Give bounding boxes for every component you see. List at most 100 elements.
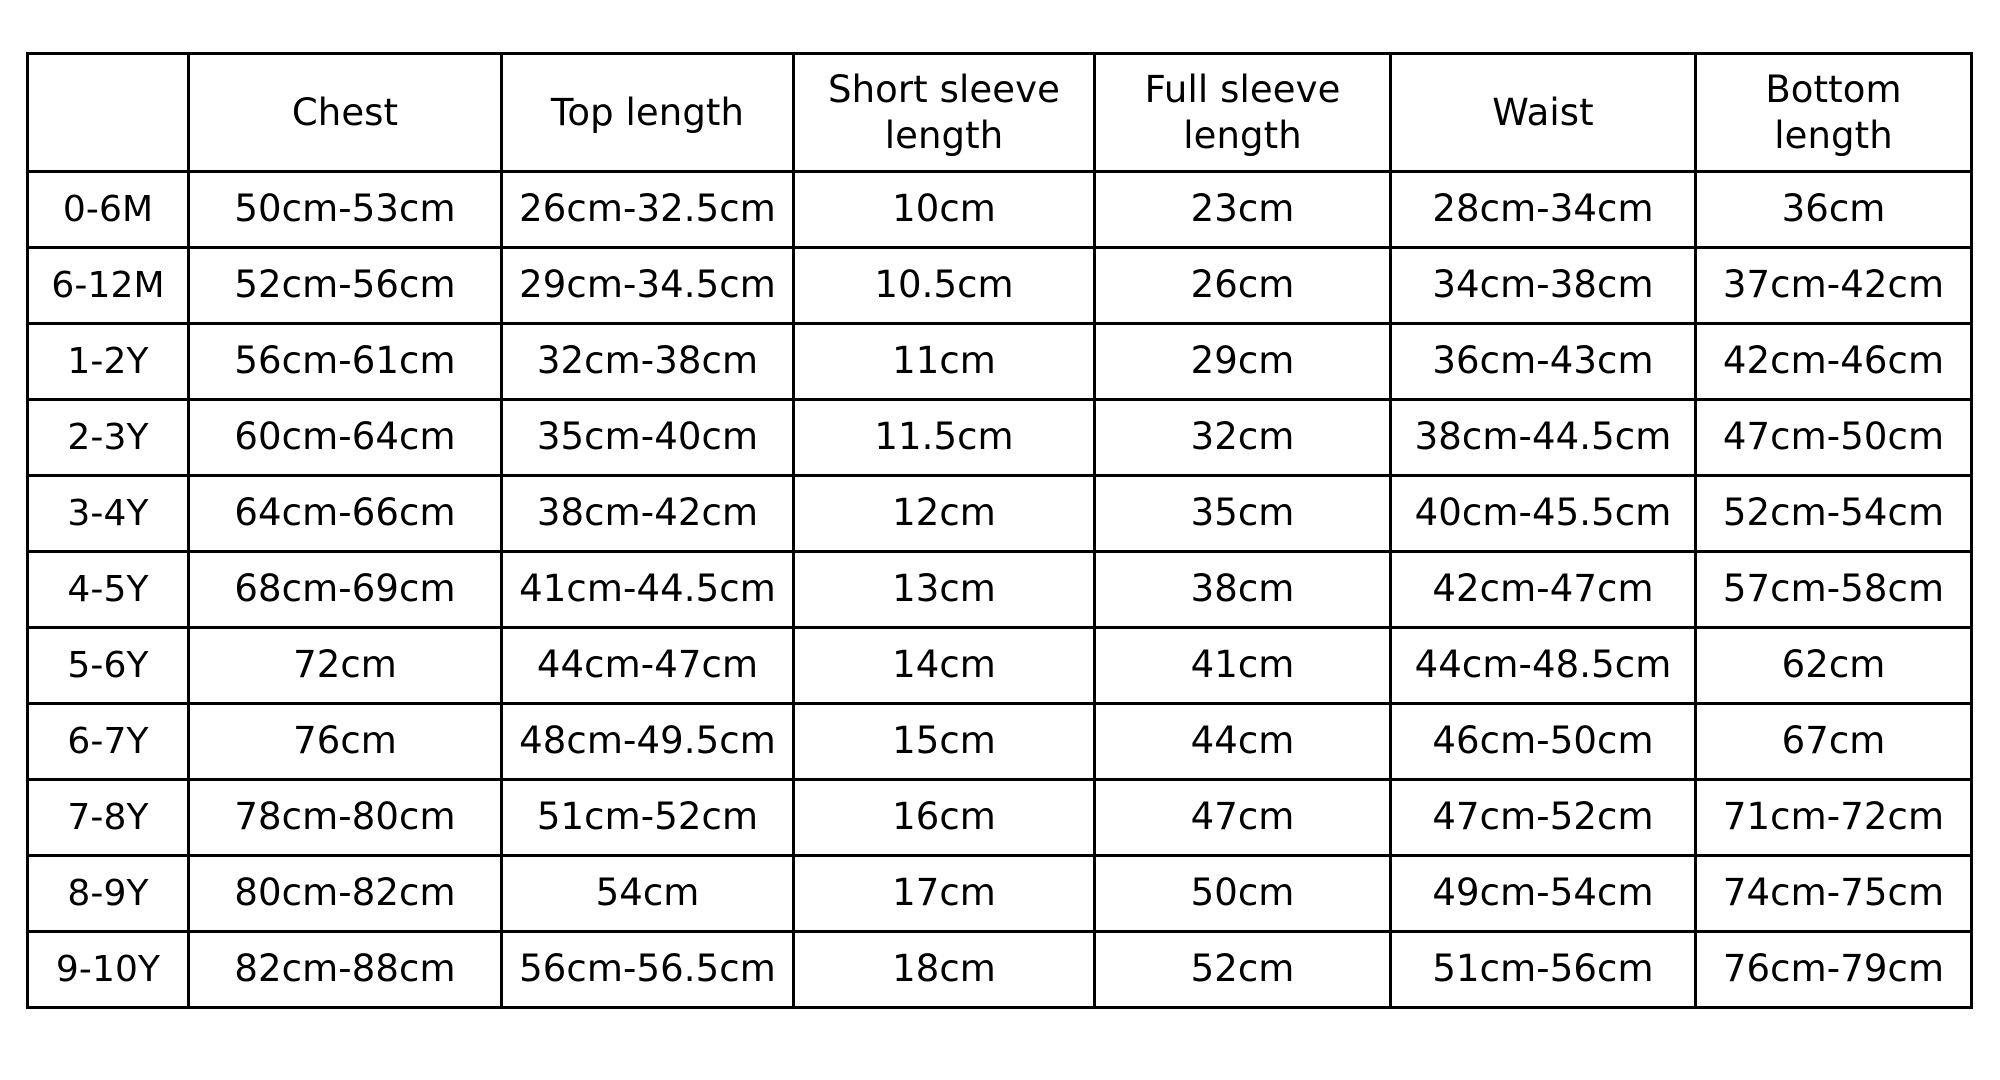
cell-short-sleeve-length: 10cm bbox=[792, 170, 1096, 249]
column-header-chest: Chest bbox=[187, 52, 503, 173]
cell-top-length: 38cm-42cm bbox=[500, 474, 795, 553]
table-row: 7-8Y 78cm-80cm 51cm-52cm 16cm 47cm 47cm-52cm 7… bbox=[26, 778, 1973, 857]
cell-bottom-length: 36cm bbox=[1694, 170, 1973, 249]
table-row: 0-6M 50cm-53cm 26cm-32.5cm 10cm 23cm 28cm-34c… bbox=[26, 170, 1973, 249]
cell-bottom-length: 62cm bbox=[1694, 626, 1973, 705]
cell-waist: 44cm-48.5cm bbox=[1389, 626, 1697, 705]
cell-chest: 80cm-82cm bbox=[187, 854, 503, 933]
cell-chest: 60cm-64cm bbox=[187, 398, 503, 477]
cell-bottom-length: 42cm-46cm bbox=[1694, 322, 1973, 401]
column-header-top-length: Top length bbox=[500, 52, 795, 173]
cell-chest: 76cm bbox=[187, 702, 503, 781]
cell-short-sleeve-length: 11.5cm bbox=[792, 398, 1096, 477]
cell-top-length: 32cm-38cm bbox=[500, 322, 795, 401]
cell-size-label: 9-10Y bbox=[26, 930, 190, 1009]
cell-full-sleeve-length: 23cm bbox=[1093, 170, 1392, 249]
cell-waist: 28cm-34cm bbox=[1389, 170, 1697, 249]
cell-size-label: 2-3Y bbox=[26, 398, 190, 477]
cell-size-label: 6-7Y bbox=[26, 702, 190, 781]
cell-full-sleeve-length: 38cm bbox=[1093, 550, 1392, 629]
cell-chest: 72cm bbox=[187, 626, 503, 705]
table-row: 6-7Y 76cm 48cm-49.5cm 15cm 44cm 46cm-50cm 67cm bbox=[26, 702, 1973, 781]
column-header-full-sleeve-length: Full sleeve length bbox=[1093, 52, 1392, 173]
cell-chest: 64cm-66cm bbox=[187, 474, 503, 553]
size-chart-table: Chest Top length Short sleeve length Full s… bbox=[26, 52, 1973, 1009]
cell-top-length: 54cm bbox=[500, 854, 795, 933]
table-header: Chest Top length Short sleeve length Full s… bbox=[26, 52, 1973, 173]
cell-size-label: 8-9Y bbox=[26, 854, 190, 933]
cell-waist: 38cm-44.5cm bbox=[1389, 398, 1697, 477]
cell-size-label: 5-6Y bbox=[26, 626, 190, 705]
cell-full-sleeve-length: 47cm bbox=[1093, 778, 1392, 857]
cell-bottom-length: 67cm bbox=[1694, 702, 1973, 781]
column-header-bottom-length: Bottom length bbox=[1694, 52, 1973, 173]
column-header-blank bbox=[26, 52, 190, 173]
cell-waist: 49cm-54cm bbox=[1389, 854, 1697, 933]
cell-short-sleeve-length: 17cm bbox=[792, 854, 1096, 933]
cell-top-length: 26cm-32.5cm bbox=[500, 170, 795, 249]
table-body: 0-6M 50cm-53cm 26cm-32.5cm 10cm 23cm 28cm-34c… bbox=[26, 170, 1973, 1009]
cell-top-length: 48cm-49.5cm bbox=[500, 702, 795, 781]
cell-short-sleeve-length: 18cm bbox=[792, 930, 1096, 1009]
cell-waist: 40cm-45.5cm bbox=[1389, 474, 1697, 553]
table-row: 9-10Y 82cm-88cm 56cm-56.5cm 18cm 52cm 51cm-56… bbox=[26, 930, 1973, 1009]
cell-waist: 36cm-43cm bbox=[1389, 322, 1697, 401]
cell-bottom-length: 52cm-54cm bbox=[1694, 474, 1973, 553]
table-row: 8-9Y 80cm-82cm 54cm 17cm 50cm 49cm-54cm 74cm-7… bbox=[26, 854, 1973, 933]
cell-short-sleeve-length: 16cm bbox=[792, 778, 1096, 857]
cell-short-sleeve-length: 13cm bbox=[792, 550, 1096, 629]
cell-full-sleeve-length: 41cm bbox=[1093, 626, 1392, 705]
cell-top-length: 35cm-40cm bbox=[500, 398, 795, 477]
table-header-row: Chest Top length Short sleeve length Full s… bbox=[26, 52, 1973, 173]
cell-short-sleeve-length: 10.5cm bbox=[792, 246, 1096, 325]
cell-waist: 34cm-38cm bbox=[1389, 246, 1697, 325]
cell-top-length: 56cm-56.5cm bbox=[500, 930, 795, 1009]
cell-bottom-length: 37cm-42cm bbox=[1694, 246, 1973, 325]
cell-bottom-length: 57cm-58cm bbox=[1694, 550, 1973, 629]
cell-full-sleeve-length: 52cm bbox=[1093, 930, 1392, 1009]
cell-chest: 82cm-88cm bbox=[187, 930, 503, 1009]
cell-size-label: 0-6M bbox=[26, 170, 190, 249]
cell-bottom-length: 74cm-75cm bbox=[1694, 854, 1973, 933]
table-row: 5-6Y 72cm 44cm-47cm 14cm 41cm 44cm-48.5cm 62cm bbox=[26, 626, 1973, 705]
cell-size-label: 1-2Y bbox=[26, 322, 190, 401]
cell-top-length: 41cm-44.5cm bbox=[500, 550, 795, 629]
cell-bottom-length: 76cm-79cm bbox=[1694, 930, 1973, 1009]
table-row: 6-12M 52cm-56cm 29cm-34.5cm 10.5cm 26cm 34cm-… bbox=[26, 246, 1973, 325]
column-header-short-sleeve-length: Short sleeve length bbox=[792, 52, 1096, 173]
cell-chest: 52cm-56cm bbox=[187, 246, 503, 325]
cell-chest: 68cm-69cm bbox=[187, 550, 503, 629]
table-row: 1-2Y 56cm-61cm 32cm-38cm 11cm 29cm 36cm-43cm 4… bbox=[26, 322, 1973, 401]
table-row: 2-3Y 60cm-64cm 35cm-40cm 11.5cm 32cm 38cm-44.… bbox=[26, 398, 1973, 477]
cell-size-label: 7-8Y bbox=[26, 778, 190, 857]
cell-short-sleeve-length: 11cm bbox=[792, 322, 1096, 401]
cell-size-label: 4-5Y bbox=[26, 550, 190, 629]
cell-full-sleeve-length: 32cm bbox=[1093, 398, 1392, 477]
cell-full-sleeve-length: 50cm bbox=[1093, 854, 1392, 933]
cell-bottom-length: 71cm-72cm bbox=[1694, 778, 1973, 857]
cell-waist: 47cm-52cm bbox=[1389, 778, 1697, 857]
cell-short-sleeve-length: 14cm bbox=[792, 626, 1096, 705]
cell-waist: 42cm-47cm bbox=[1389, 550, 1697, 629]
cell-short-sleeve-length: 12cm bbox=[792, 474, 1096, 553]
cell-full-sleeve-length: 26cm bbox=[1093, 246, 1392, 325]
cell-chest: 78cm-80cm bbox=[187, 778, 503, 857]
cell-size-label: 3-4Y bbox=[26, 474, 190, 553]
cell-top-length: 44cm-47cm bbox=[500, 626, 795, 705]
cell-chest: 56cm-61cm bbox=[187, 322, 503, 401]
cell-chest: 50cm-53cm bbox=[187, 170, 503, 249]
cell-waist: 51cm-56cm bbox=[1389, 930, 1697, 1009]
cell-full-sleeve-length: 44cm bbox=[1093, 702, 1392, 781]
size-table-container: Chest Top length Short sleeve length Full s… bbox=[26, 52, 1973, 1009]
cell-waist: 46cm-50cm bbox=[1389, 702, 1697, 781]
cell-full-sleeve-length: 29cm bbox=[1093, 322, 1392, 401]
cell-full-sleeve-length: 35cm bbox=[1093, 474, 1392, 553]
cell-top-length: 51cm-52cm bbox=[500, 778, 795, 857]
table-row: 4-5Y 68cm-69cm 41cm-44.5cm 13cm 38cm 42cm-47c… bbox=[26, 550, 1973, 629]
table-row: 3-4Y 64cm-66cm 38cm-42cm 12cm 35cm 40cm-45.5c… bbox=[26, 474, 1973, 553]
column-header-waist: Waist bbox=[1389, 52, 1697, 173]
cell-top-length: 29cm-34.5cm bbox=[500, 246, 795, 325]
cell-bottom-length: 47cm-50cm bbox=[1694, 398, 1973, 477]
cell-short-sleeve-length: 15cm bbox=[792, 702, 1096, 781]
